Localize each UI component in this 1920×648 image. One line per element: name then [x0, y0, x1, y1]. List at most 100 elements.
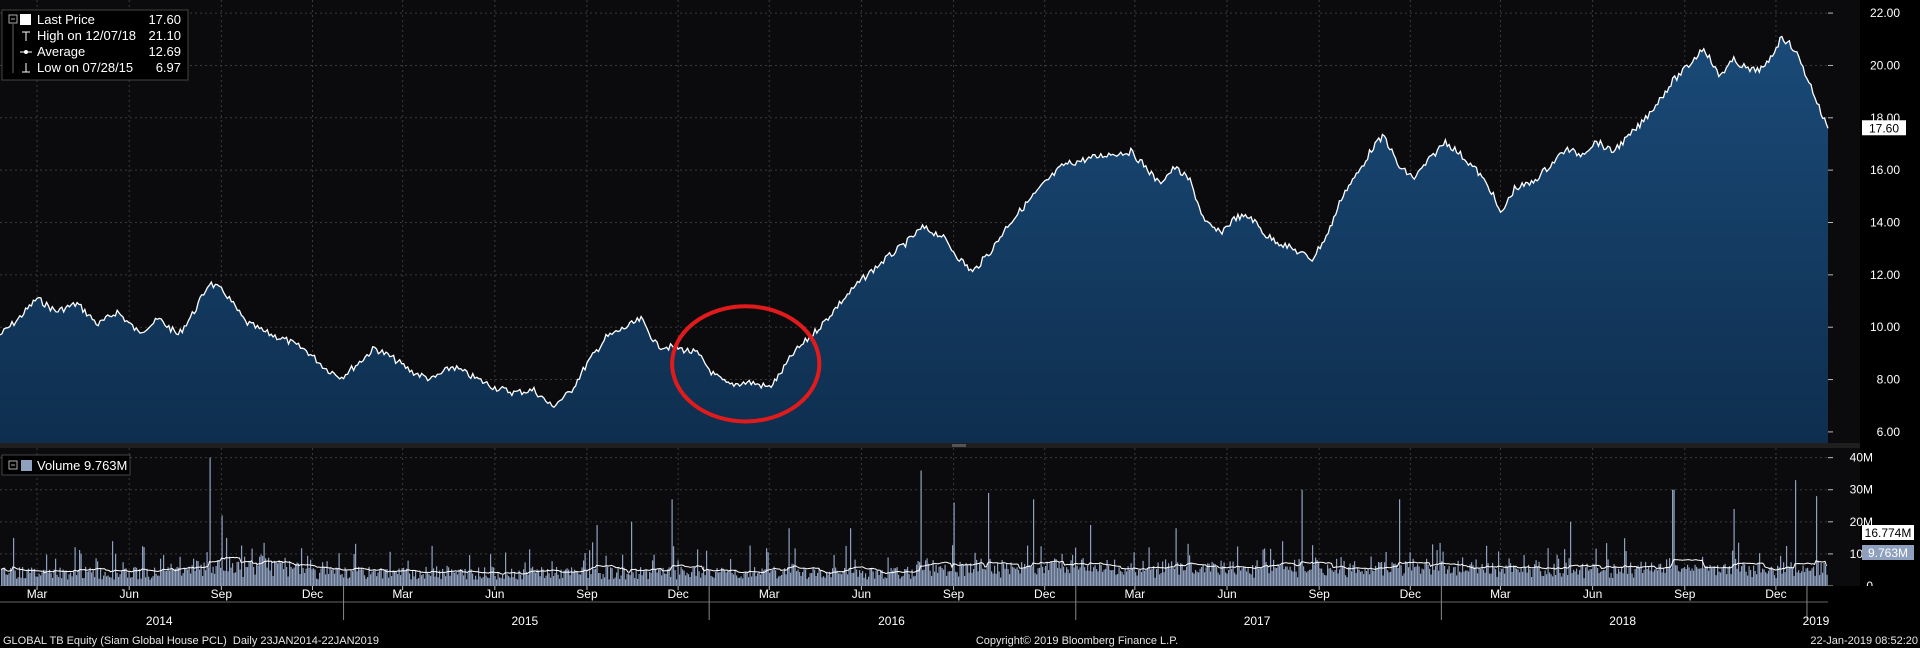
volume-bar — [589, 550, 591, 586]
volume-bar — [796, 571, 798, 586]
volume-bar — [1120, 570, 1122, 586]
x-month-label: Jun — [120, 587, 139, 601]
volume-bar — [976, 559, 978, 586]
volume-bar — [848, 568, 850, 586]
volume-bar — [1597, 568, 1599, 586]
volume-bar — [325, 574, 327, 586]
volume-bar — [74, 547, 76, 586]
volume-bar — [1744, 564, 1746, 586]
volume-bar — [1766, 573, 1768, 586]
volume-bar — [605, 555, 607, 586]
volume-bar — [1471, 562, 1473, 586]
volume-bar — [29, 573, 31, 586]
volume-bar — [1171, 561, 1173, 586]
price-last-badge: 17.60 — [1862, 120, 1906, 136]
volume-bar — [283, 569, 285, 586]
volume-bar — [568, 569, 570, 586]
volume-bar — [1714, 566, 1716, 586]
volume-bar — [665, 573, 667, 586]
volume-bar — [293, 567, 295, 586]
volume-bar — [1723, 565, 1725, 586]
volume-bar — [112, 541, 114, 586]
volume-bar — [145, 577, 147, 586]
volume-bar — [1655, 569, 1657, 586]
volume-bar — [493, 567, 495, 586]
volume-bar — [668, 567, 670, 586]
volume-bar — [1387, 570, 1389, 586]
volume-bar — [835, 567, 837, 586]
volume-bar — [277, 563, 279, 586]
volume-bar — [46, 554, 48, 586]
volume-bar — [1067, 569, 1069, 586]
volume-legend-collapse-toggle[interactable] — [8, 460, 18, 470]
volume-bar — [982, 568, 984, 586]
volume-bar — [10, 568, 12, 586]
volume-bar — [1646, 569, 1648, 586]
volume-bar — [2, 567, 4, 586]
volume-bar — [1099, 562, 1101, 586]
volume-bar — [1550, 574, 1552, 586]
volume-bar — [457, 574, 459, 586]
volume-bar — [1642, 573, 1644, 586]
volume-bar — [1150, 569, 1152, 586]
volume-bar — [1592, 564, 1594, 586]
volume-bar — [1022, 568, 1024, 586]
volume-bar — [1226, 573, 1228, 586]
volume-bar — [1565, 562, 1567, 586]
volume-bar — [1064, 572, 1066, 586]
volume-bar — [140, 578, 142, 586]
legend-collapse-toggle[interactable] — [8, 14, 18, 24]
volume-bar — [55, 558, 57, 586]
volume-bar — [1190, 563, 1192, 586]
volume-bar — [322, 562, 324, 586]
volume-bar — [214, 573, 216, 586]
volume-bar — [1406, 562, 1408, 586]
volume-bar — [1162, 561, 1164, 586]
volume-bar — [104, 572, 106, 586]
volume-bar — [340, 574, 342, 586]
volume-bar — [1094, 565, 1096, 586]
volume-bar — [1703, 568, 1705, 586]
volume-bar — [1195, 570, 1197, 586]
volume-bar — [175, 568, 177, 586]
volume-bar — [623, 567, 625, 586]
volume-bar — [1694, 564, 1696, 586]
volume-bar — [116, 572, 118, 586]
volume-bar — [1630, 562, 1632, 586]
volume-bar — [1804, 572, 1806, 586]
volume-bar — [373, 570, 375, 586]
volume-bar — [1136, 575, 1138, 586]
volume-bar — [146, 568, 148, 586]
volume-bar — [1502, 568, 1504, 586]
legend-last-price-label: Last Price — [37, 12, 95, 27]
volume-bar — [488, 577, 490, 586]
volume-bar — [688, 574, 690, 586]
volume-bar — [118, 576, 120, 586]
volume-bar — [1192, 572, 1194, 586]
volume-bar — [1252, 565, 1254, 586]
volume-bar — [172, 568, 174, 586]
volume-bar — [1757, 563, 1759, 586]
volume-bar — [109, 577, 111, 586]
volume-bar — [911, 569, 913, 586]
volume-bar — [898, 574, 900, 586]
volume-bar — [164, 570, 166, 586]
volume-bar — [1771, 566, 1773, 586]
volume-bar — [103, 575, 105, 586]
volume-bar — [209, 457, 211, 586]
volume-bar — [272, 576, 274, 586]
volume-bar — [401, 568, 403, 586]
volume-bar — [392, 570, 394, 586]
volume-bar — [787, 567, 789, 586]
volume-bar — [1352, 565, 1354, 586]
volume-bar — [410, 579, 412, 586]
volume-bar — [313, 568, 315, 586]
volume-bar — [671, 499, 673, 586]
volume-bar — [878, 575, 880, 586]
volume-bar — [1472, 565, 1474, 586]
volume-bar — [328, 573, 330, 586]
volume-bar — [428, 574, 430, 586]
panel-divider-handle[interactable] — [952, 444, 966, 447]
volume-bar — [1262, 549, 1264, 586]
volume-bar — [1232, 561, 1234, 586]
